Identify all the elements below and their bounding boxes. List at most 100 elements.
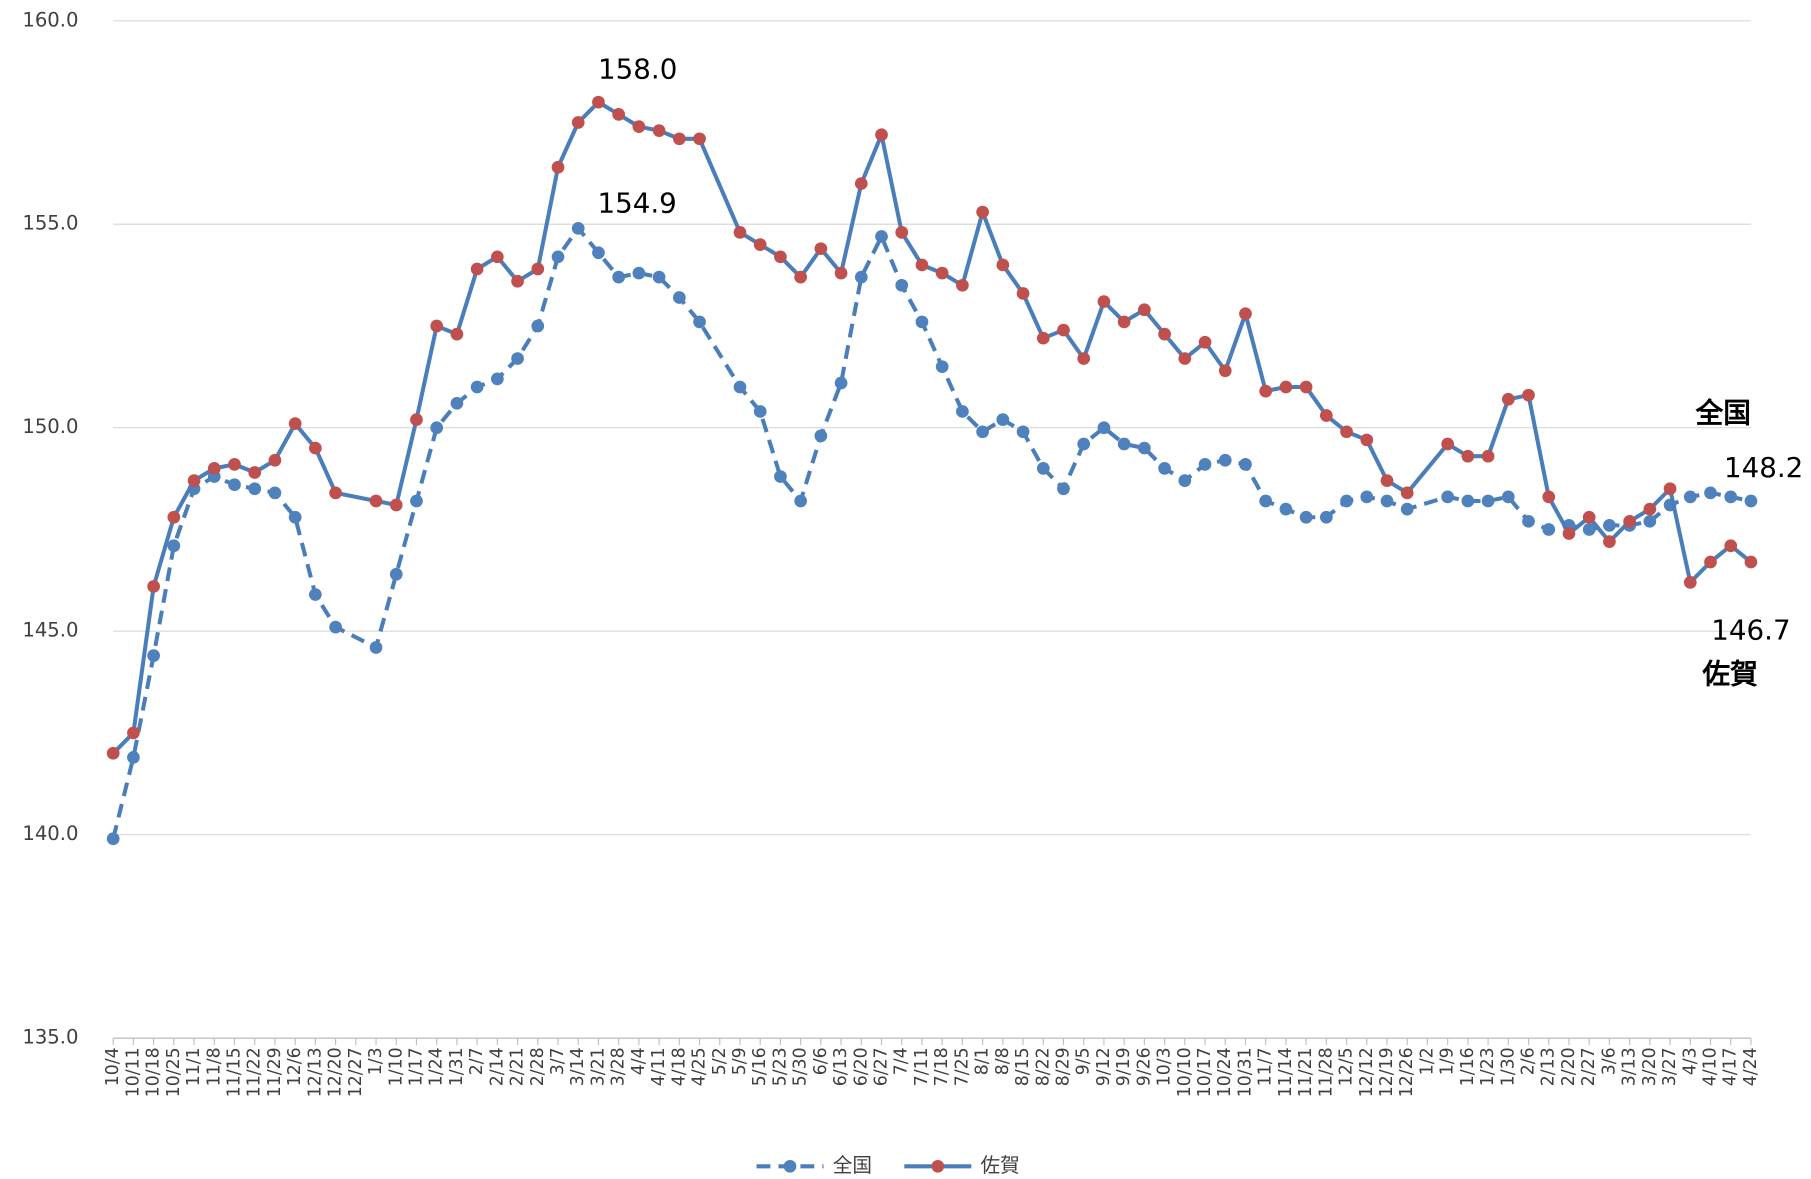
point [167, 539, 181, 553]
point [834, 376, 848, 390]
x-tick-label: 1/23 [1478, 1047, 1498, 1086]
point [854, 177, 868, 190]
point [1663, 482, 1677, 496]
point [733, 380, 747, 394]
x-tick-label: 4/24 [1741, 1047, 1761, 1086]
x-tick-label: 11/14 [1276, 1047, 1296, 1097]
point [1522, 514, 1535, 528]
point [693, 132, 706, 146]
point [1239, 307, 1252, 321]
x-tick-label: 12/27 [346, 1047, 366, 1097]
point [147, 649, 160, 662]
point [652, 270, 666, 284]
point [1643, 514, 1657, 528]
point [1138, 303, 1151, 317]
x-tick-label: 2/27 [1579, 1047, 1599, 1086]
point [956, 278, 969, 292]
x-tick-label: 12/13 [305, 1047, 325, 1097]
x-tick-label: 1/9 [1438, 1047, 1458, 1075]
x-tick-label: 5/16 [750, 1047, 770, 1086]
x-tick-label: 10/17 [1195, 1047, 1215, 1097]
point [612, 270, 626, 284]
point [167, 510, 181, 524]
data-label: 148.2 [1724, 451, 1803, 484]
x-tick-label: 10/10 [1175, 1047, 1195, 1097]
point [1461, 494, 1475, 508]
point [1016, 425, 1030, 439]
x-tick-label: 11/1 [184, 1047, 204, 1086]
x-tick-label: 10/31 [1235, 1047, 1255, 1097]
point [551, 250, 565, 264]
point [430, 319, 444, 333]
point [1360, 490, 1374, 504]
point [976, 425, 989, 439]
point [1158, 327, 1171, 341]
point [996, 258, 1010, 272]
point [1077, 352, 1091, 365]
point [288, 510, 302, 524]
point [1643, 502, 1657, 516]
x-tick-label: 9/5 [1074, 1047, 1094, 1075]
x-tick-label: 9/12 [1094, 1047, 1114, 1086]
point [1441, 437, 1455, 451]
x-tick-label: 11/8 [204, 1047, 224, 1086]
x-tick-label: 3/28 [609, 1047, 629, 1086]
point [632, 120, 646, 133]
point [1178, 352, 1192, 365]
point [672, 132, 686, 146]
point [1542, 523, 1556, 536]
x-tick-label: 6/13 [831, 1047, 851, 1086]
x-tick-label: 11/21 [1296, 1047, 1316, 1097]
point [1501, 490, 1515, 504]
x-tick-label: 2/28 [528, 1047, 548, 1086]
point [1542, 490, 1556, 504]
point [1481, 494, 1495, 508]
point [875, 230, 888, 243]
point [127, 726, 140, 740]
point [774, 470, 787, 483]
point [612, 108, 626, 121]
point [733, 226, 747, 239]
point [1016, 287, 1030, 300]
x-tick-label: 1/2 [1417, 1047, 1437, 1075]
point [1057, 482, 1070, 496]
point [895, 226, 909, 239]
point [490, 250, 504, 264]
x-tick-label: 10/24 [1215, 1047, 1235, 1097]
point [976, 205, 989, 219]
point [875, 128, 888, 142]
x-tick-label: 12/5 [1337, 1047, 1357, 1086]
point [1623, 514, 1636, 528]
point [935, 360, 949, 374]
point [672, 291, 686, 304]
y-tick-label: 155.0 [22, 212, 78, 235]
point [1279, 502, 1293, 516]
point [794, 494, 807, 508]
x-tick-label: 10/18 [144, 1047, 164, 1097]
y-tick-label: 150.0 [22, 415, 78, 438]
x-tick-label: 6/20 [851, 1047, 871, 1086]
point [248, 466, 262, 479]
point [1461, 449, 1475, 463]
point [1380, 494, 1394, 508]
point [228, 478, 241, 492]
point [592, 246, 605, 260]
point [854, 270, 868, 284]
point [693, 315, 706, 329]
point [1400, 486, 1414, 500]
x-tick-label: 4/10 [1701, 1047, 1721, 1086]
x-tick-label: 4/18 [669, 1047, 689, 1086]
x-tick-label: 8/22 [1033, 1047, 1053, 1086]
x-tick-label: 3/7 [548, 1047, 568, 1075]
point [329, 620, 342, 634]
point [430, 421, 444, 435]
point [915, 258, 929, 272]
point [1582, 523, 1596, 536]
x-tick-label: 7/18 [932, 1047, 952, 1086]
point [1582, 510, 1596, 524]
x-tick-label: 3/13 [1620, 1047, 1640, 1086]
point [834, 266, 848, 280]
data-label: 146.7 [1711, 614, 1790, 647]
point [571, 116, 585, 129]
point [1441, 490, 1455, 504]
